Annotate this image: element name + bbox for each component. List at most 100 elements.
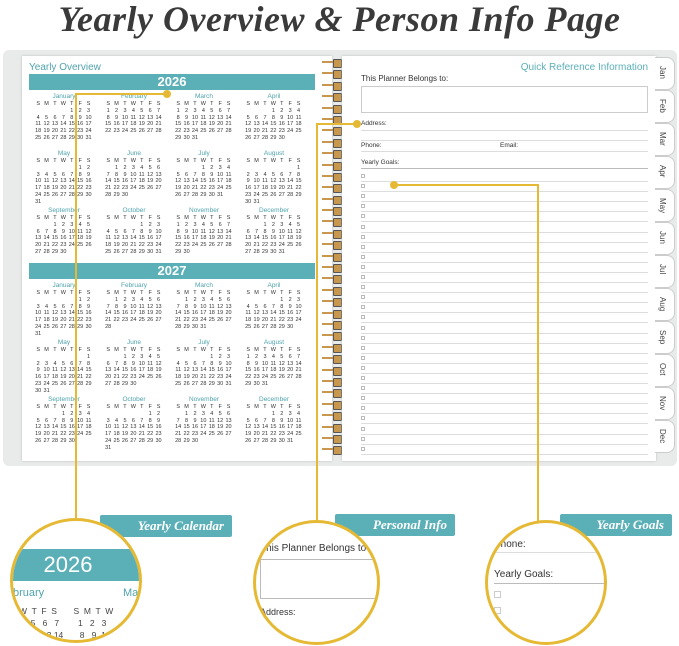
weekday-label: S (156, 101, 161, 107)
weekday-label: T (193, 101, 197, 107)
goal-checkbox[interactable] (361, 305, 365, 310)
tab-jun[interactable]: Jun (655, 222, 675, 255)
day-number: 17 (200, 310, 207, 317)
day-number: 7 (176, 303, 180, 310)
day-number: 31 (35, 330, 42, 337)
binding-ring (322, 183, 350, 194)
goal-checkbox[interactable] (361, 335, 365, 340)
day-number: 28 (191, 191, 199, 198)
binding-ring (322, 240, 350, 251)
day-number: 21 (287, 185, 294, 192)
zoom-month: Ma (123, 587, 139, 599)
goal-checkbox[interactable] (361, 194, 365, 199)
goal-checkbox[interactable] (361, 416, 365, 421)
goal-checkbox[interactable] (361, 214, 365, 219)
goal-checkbox[interactable] (361, 376, 365, 380)
day-number: 5 (297, 221, 301, 228)
day-number: 8 (115, 303, 119, 310)
goal-checkbox[interactable] (361, 204, 365, 209)
binding-ring (322, 195, 350, 206)
day-number: 9 (148, 228, 152, 235)
day-number: 1 (87, 353, 91, 360)
goal-checkbox[interactable] (361, 446, 365, 451)
goal-checkbox[interactable] (361, 355, 365, 360)
goal-checkbox[interactable] (361, 244, 365, 249)
day-number: 1 (61, 410, 65, 417)
month-calendar: March S M T W T F S 1 2 3 4 5 6 7 8 9 10 11 12 13 14 15 16 17 18 1… (174, 282, 244, 339)
tab-nov[interactable]: Nov (655, 387, 675, 420)
day-number: 7 (201, 360, 205, 367)
day-number: 21 (261, 431, 269, 438)
weekday-label: F (288, 101, 292, 107)
weekday-label: T (53, 101, 57, 107)
goal-checkbox[interactable] (361, 285, 365, 290)
day-number: 10 (217, 171, 224, 178)
day-number: 27 (217, 128, 224, 135)
goal-checkbox[interactable] (361, 436, 365, 441)
weekday-label: S (296, 290, 301, 296)
binding-ring (322, 445, 350, 456)
goal-checkbox[interactable] (361, 174, 365, 178)
day-number: 18 (261, 185, 269, 192)
goal-checkbox[interactable] (361, 295, 365, 300)
day-number: 13 (155, 303, 162, 310)
goal-checkbox[interactable] (361, 406, 365, 411)
tab-jan[interactable]: Jan (655, 57, 675, 90)
goal-checkbox[interactable] (361, 345, 365, 350)
weekday-label: M (114, 404, 119, 410)
day-number: 17 (200, 424, 207, 431)
goal-checkbox[interactable] (361, 426, 365, 431)
goal-checkbox[interactable] (361, 254, 365, 259)
tab-jul[interactable]: Jul (655, 255, 675, 288)
tab-oct[interactable]: Oct (655, 354, 675, 387)
day-number: 15 (60, 424, 67, 431)
day-number: 20 (43, 431, 50, 438)
day-number: 23 (130, 374, 137, 381)
tab-may[interactable]: May (655, 189, 675, 222)
goal-checkbox[interactable] (361, 184, 365, 189)
day-number: 14 (130, 235, 137, 242)
day-number: 17 (105, 431, 112, 438)
day-number: 23 (183, 128, 190, 135)
day-number: 18 (105, 242, 112, 249)
tab-sep[interactable]: Sep (655, 321, 675, 354)
goal-checkbox[interactable] (361, 315, 365, 320)
day-number: 2 (288, 296, 292, 303)
weekday-label: T (70, 347, 74, 353)
tab-feb[interactable]: Feb (655, 90, 675, 123)
day-number: 26 (208, 128, 215, 135)
day-number: 28 (77, 380, 84, 387)
tab-mar[interactable]: Mar (655, 123, 675, 156)
day-number: 30 (217, 380, 224, 387)
weekday-label: T (263, 215, 267, 221)
month-calendar: August S M T W T F S 1 2 3 4 5 6 7 8 9 10 11 12 13 14 15 16 17 18… (244, 150, 314, 207)
tab-apr[interactable]: Apr (655, 156, 675, 189)
day-number: 24 (121, 128, 129, 135)
goal-checkbox[interactable] (361, 396, 365, 401)
day-number: 22 (147, 431, 154, 438)
day-number: 17 (77, 424, 84, 431)
weekday-label: T (123, 290, 127, 296)
binding-ring (322, 388, 350, 399)
weekday-label: W (270, 158, 276, 164)
tab-aug[interactable]: Aug (655, 288, 675, 321)
goal-checkbox[interactable] (361, 264, 365, 269)
weekday-label: T (193, 347, 197, 353)
month-calendar: April S M T W T F S 1 2 3 4 5 6 7 8 9 10 11 12 13 14 15 16 17 18 1… (244, 93, 314, 150)
day-number: 26 (60, 380, 67, 387)
goal-checkbox[interactable] (361, 386, 365, 391)
goal-checkbox[interactable] (361, 234, 365, 239)
weekday-label: T (123, 215, 127, 221)
day-number: 1 (140, 221, 144, 228)
day-number: 21 (175, 431, 182, 438)
goal-checkbox[interactable] (361, 325, 365, 330)
goal-checkbox[interactable] (361, 365, 365, 370)
day-number: 8 (201, 171, 205, 178)
day-number: 17 (287, 121, 294, 128)
goal-checkbox[interactable] (361, 224, 365, 229)
binding-ring (322, 366, 350, 377)
goal-checkbox[interactable] (361, 275, 365, 279)
tab-dec[interactable]: Dec (655, 420, 675, 453)
day-number: 23 (77, 128, 84, 135)
owner-name-field[interactable] (361, 86, 648, 113)
